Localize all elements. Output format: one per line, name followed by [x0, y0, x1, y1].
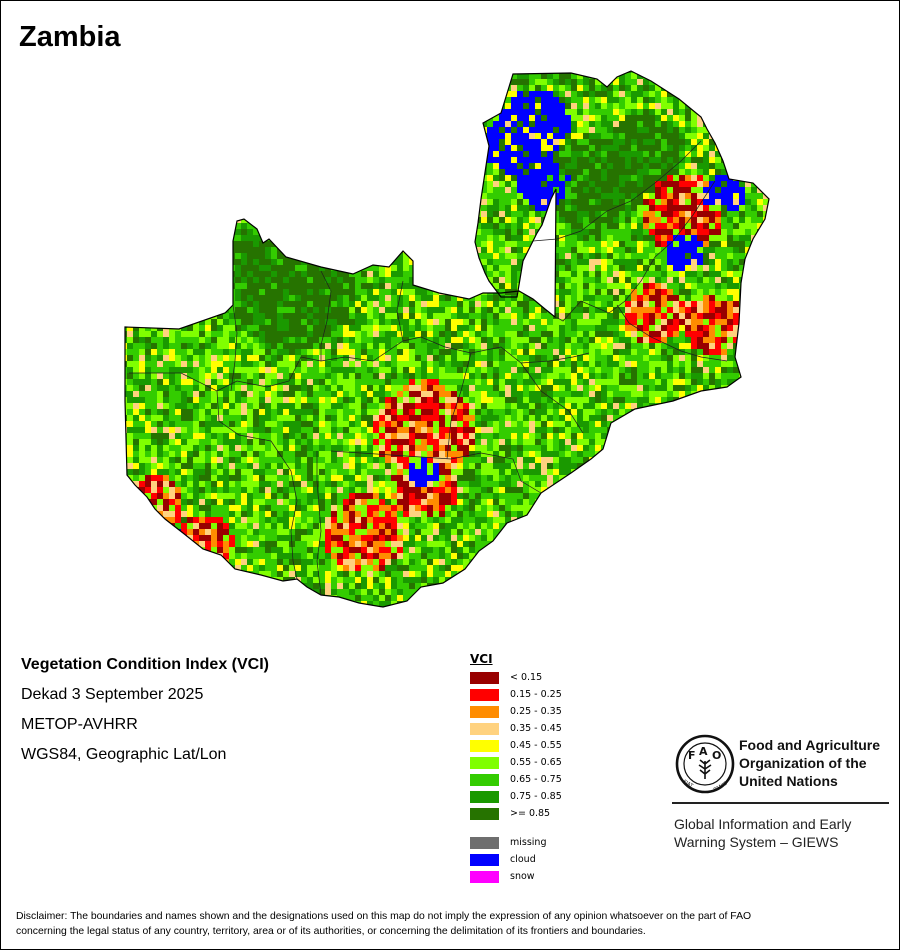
fao-emblem-icon: F A O FIAT PANIS — [675, 734, 735, 794]
legend-extra-swatch — [470, 870, 499, 883]
legend-class-swatch — [470, 671, 499, 684]
legend-extra-row: cloud — [470, 851, 562, 868]
legend-class-row: 0.25 - 0.35 — [470, 703, 562, 720]
legend-class-swatch — [470, 790, 499, 803]
legend-extra-label: cloud — [510, 854, 536, 865]
legend-class-swatch — [470, 739, 499, 752]
fao-org-line: Organization of the — [739, 755, 867, 771]
legend-class-row: 0.55 - 0.65 — [470, 754, 562, 771]
fao-org-line: United Nations — [739, 773, 838, 789]
legend-class-row: 0.75 - 0.85 — [470, 788, 562, 805]
legend-extra-swatch — [470, 853, 499, 866]
legend-class-row: 0.35 - 0.45 — [470, 720, 562, 737]
fao-org-line: Food and Agriculture — [739, 737, 881, 753]
legend-title: VCI — [470, 652, 493, 666]
legend-extra-label: missing — [510, 837, 547, 848]
legend-class-label: 0.35 - 0.45 — [510, 723, 562, 734]
map-title: Zambia — [19, 21, 121, 53]
legend-class-label: 0.45 - 0.55 — [510, 740, 562, 751]
legend-class-label: >= 0.85 — [510, 808, 551, 819]
legend-class-row: < 0.15 — [470, 669, 562, 686]
fao-giews-logo: F A O FIAT PANIS Food and Agriculture Or… — [672, 731, 892, 861]
legend-class-swatch — [470, 688, 499, 701]
giews-line: Global Information and Early — [674, 816, 852, 832]
info-dekad: Dekad 3 September 2025 — [21, 686, 204, 703]
zambia-vci-map — [124, 70, 770, 608]
disclaimer-line: concerning the legal status of any count… — [16, 926, 646, 937]
legend-class-swatch — [470, 705, 499, 718]
logo-divider — [672, 802, 889, 804]
legend-class-label: 0.65 - 0.75 — [510, 774, 562, 785]
giews-line: Warning System – GIEWS — [674, 834, 839, 850]
legend-class-swatch — [470, 722, 499, 735]
legend-class-label: 0.75 - 0.85 — [510, 791, 562, 802]
disclaimer: Disclaimer: The boundaries and names sho… — [16, 909, 891, 939]
info-projection: WGS84, Geographic Lat/Lon — [21, 746, 227, 763]
fao-org-name: Food and Agriculture Organization of the… — [739, 736, 880, 790]
legend-class-swatch — [470, 756, 499, 769]
giews-name: Global Information and Early Warning Sys… — [674, 815, 851, 851]
legend-class-label: 0.25 - 0.35 — [510, 706, 562, 717]
legend-extra-swatch — [470, 836, 499, 849]
legend-class-row: >= 0.85 — [470, 805, 562, 822]
legend-class-row: 0.65 - 0.75 — [470, 771, 562, 788]
vci-legend: VCI < 0.15 0.15 - 0.25 0.25 - 0.35 0.35 - 0… — [470, 652, 562, 885]
disclaimer-line: Disclaimer: The boundaries and names sho… — [16, 911, 752, 922]
info-sensor: METOP-AVHRR — [21, 716, 138, 733]
info-index-name: Vegetation Condition Index (VCI) — [21, 656, 269, 673]
legend-class-label: 0.55 - 0.65 — [510, 757, 562, 768]
legend-class-label: < 0.15 — [510, 672, 543, 683]
legend-class-label: 0.15 - 0.25 — [510, 689, 562, 700]
province-boundaries — [129, 140, 728, 596]
legend-class-swatch — [470, 807, 499, 820]
legend-extra-label: snow — [510, 871, 535, 882]
legend-class-row: 0.15 - 0.25 — [470, 686, 562, 703]
vci-raster — [125, 71, 769, 607]
legend-extra-row: snow — [470, 868, 562, 885]
legend-class-row: 0.45 - 0.55 — [470, 737, 562, 754]
legend-extra-row: missing — [470, 834, 562, 851]
legend-class-swatch — [470, 773, 499, 786]
map-info: Vegetation Condition Index (VCI) Dekad 3… — [21, 656, 269, 776]
